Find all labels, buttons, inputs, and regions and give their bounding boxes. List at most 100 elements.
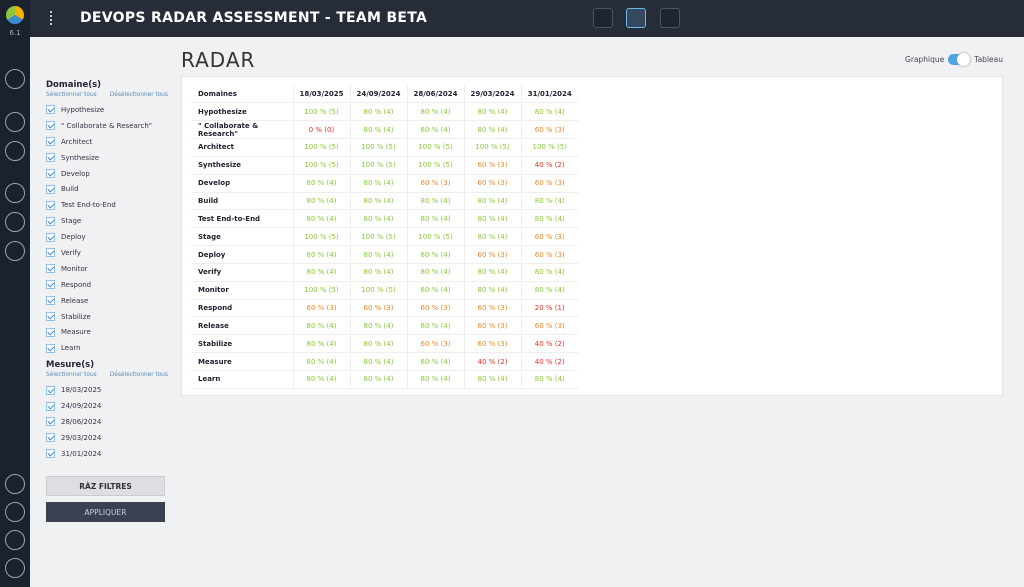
- view-toggle[interactable]: Graphique Tableau: [905, 53, 1003, 66]
- deselect-all[interactable]: Désélectionner tous: [109, 372, 168, 379]
- table-row: Architect 100 % (5) 100 % (5) 100 % (5) 100 …: [191, 138, 578, 157]
- filter-item[interactable]: Develop: [46, 166, 168, 182]
- checkbox[interactable]: [46, 232, 55, 242]
- filter-item[interactable]: 24/09/2024: [46, 398, 168, 414]
- filter-item[interactable]: " Collaborate & Research": [46, 118, 168, 134]
- filter-item[interactable]: Verify: [46, 245, 168, 261]
- filter-item[interactable]: Stabilize: [46, 309, 168, 325]
- select-all[interactable]: Sélectionner tous: [46, 92, 97, 98]
- checkbox[interactable]: [46, 153, 55, 163]
- checkbox[interactable]: [46, 343, 55, 353]
- settings-icon[interactable]: [5, 530, 25, 550]
- checkbox[interactable]: [46, 280, 55, 290]
- table-row: Test End-to-End 80 % (4) 80 % (4) 80 % (4) 8…: [191, 209, 578, 229]
- filter-item[interactable]: 18/03/2025: [46, 382, 168, 398]
- table-card: Domaines 18/03/2025 24/09/2024 28/06/2024 29…: [181, 76, 1003, 396]
- score-cell: 80 % (4): [463, 120, 521, 140]
- checkbox[interactable]: [46, 385, 55, 395]
- nav-icon[interactable]: [5, 112, 25, 132]
- nav-icon[interactable]: [5, 141, 25, 161]
- sidebar: 6.1: [0, 0, 30, 587]
- checkbox[interactable]: [46, 200, 55, 210]
- checkbox[interactable]: [46, 296, 55, 306]
- filter-item[interactable]: 28/06/2024: [46, 414, 168, 430]
- checkbox[interactable]: [46, 401, 55, 411]
- nav-icon[interactable]: [5, 502, 25, 522]
- score-cell: 80 % (4): [349, 102, 407, 122]
- score-cell: 100 % (5): [349, 138, 407, 157]
- score-cell: 60 % (3): [520, 174, 578, 193]
- checkbox[interactable]: [46, 137, 55, 147]
- score-cell: 60 % (3): [520, 227, 578, 247]
- score-cell: 0 % (0): [292, 120, 350, 140]
- score-cell: 60 % (3): [463, 316, 521, 336]
- filter-item[interactable]: Monitor: [46, 261, 168, 277]
- filter-item[interactable]: Architect: [46, 134, 168, 150]
- score-cell: 100 % (5): [292, 156, 350, 175]
- checkbox[interactable]: [46, 169, 55, 178]
- filter-item[interactable]: 31/01/2024: [46, 446, 168, 462]
- filter-item[interactable]: Stage: [46, 213, 168, 229]
- checkbox[interactable]: [46, 312, 55, 322]
- reset-button[interactable]: RÀZ FILTRES: [46, 476, 165, 496]
- score-cell: 80 % (4): [349, 174, 407, 193]
- filter-item[interactable]: Release: [46, 293, 168, 309]
- checkbox[interactable]: [46, 264, 55, 274]
- nav-icon[interactable]: [5, 212, 25, 232]
- score-cell: 60 % (3): [520, 316, 578, 336]
- score-cell: 100 % (5): [406, 227, 464, 247]
- row-label: Architect: [191, 138, 293, 157]
- checkbox[interactable]: [46, 216, 55, 226]
- filter-item[interactable]: Build: [46, 181, 168, 197]
- menu-icon[interactable]: [50, 11, 53, 25]
- switch[interactable]: [948, 53, 971, 66]
- score-cell: 80 % (4): [406, 352, 464, 371]
- toggle-label: Tableau: [974, 55, 1003, 64]
- checkbox[interactable]: [46, 121, 55, 131]
- filter-item[interactable]: Measure: [46, 324, 168, 340]
- filter-label: Respond: [61, 280, 92, 289]
- checkbox[interactable]: [46, 417, 55, 427]
- checkbox[interactable]: [46, 184, 55, 194]
- score-cell: 80 % (4): [292, 209, 350, 229]
- filter-item[interactable]: Deploy: [46, 229, 168, 245]
- help-icon[interactable]: [5, 474, 25, 494]
- filter-item[interactable]: Respond: [46, 277, 168, 293]
- checkbox[interactable]: [46, 327, 55, 337]
- checkbox[interactable]: [46, 433, 55, 443]
- apply-button[interactable]: APPLIQUER: [46, 502, 165, 522]
- table-row: Release 80 % (4) 80 % (4) 80 % (4) 60 % (3) 6…: [191, 316, 578, 336]
- filter-label: Measure: [61, 328, 91, 337]
- filter-title: Domaine(s): [46, 80, 102, 90]
- tab-table[interactable]: [593, 8, 613, 28]
- score-cell: 80 % (4): [349, 120, 407, 140]
- deselect-all[interactable]: Désélectionner tous: [109, 92, 168, 98]
- filter-item[interactable]: Synthesize: [46, 150, 168, 166]
- filter-label: Monitor: [61, 264, 88, 273]
- filter-item[interactable]: 29/03/2024: [46, 430, 168, 446]
- filter-label: " Collaborate & Research": [61, 121, 152, 130]
- tab-box[interactable]: [660, 8, 680, 28]
- checkbox[interactable]: [46, 248, 55, 258]
- column-header: 29/03/2024: [463, 85, 521, 104]
- filter-label: Synthesize: [61, 153, 100, 162]
- score-cell: 100 % (5): [292, 227, 350, 247]
- logo[interactable]: [6, 6, 24, 24]
- filter-item[interactable]: Learn: [46, 340, 168, 356]
- nav-icon[interactable]: [5, 241, 25, 261]
- score-cell: 100 % (5): [292, 138, 350, 157]
- checkbox[interactable]: [46, 105, 55, 115]
- score-cell: 60 % (3): [463, 156, 521, 175]
- select-all[interactable]: Sélectionner tous: [46, 372, 97, 379]
- add-icon[interactable]: [5, 69, 25, 89]
- measure-list: 18/03/2025 24/09/2024 28/06/2024 29/03/2024…: [46, 382, 168, 461]
- nav-icon[interactable]: [5, 183, 25, 203]
- filter-item[interactable]: Hypothesize: [46, 102, 168, 118]
- user-icon[interactable]: [5, 558, 25, 578]
- checkbox[interactable]: [46, 449, 55, 459]
- score-cell: 80 % (4): [463, 209, 521, 229]
- score-cell: 60 % (3): [463, 299, 521, 318]
- tab-chart[interactable]: [626, 8, 646, 28]
- filter-item[interactable]: Test End-to-End: [46, 197, 168, 213]
- row-label: Release: [191, 316, 293, 336]
